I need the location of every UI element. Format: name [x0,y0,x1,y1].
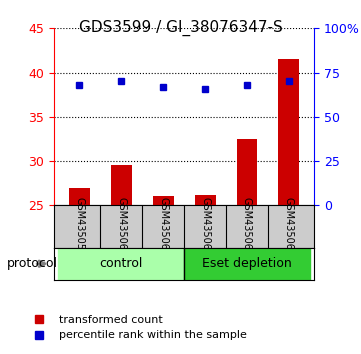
Bar [184,248,310,280]
Bar [111,166,132,205]
Text: GSM435063: GSM435063 [242,197,252,256]
Text: GDS3599 / GI_38076347-S: GDS3599 / GI_38076347-S [79,19,282,36]
Text: protocol: protocol [7,257,58,270]
Legend: transformed count, percentile rank within the sample: transformed count, percentile rank withi… [23,310,252,345]
Text: Eset depletion: Eset depletion [202,257,292,270]
Bar [278,59,299,205]
Text: GSM435061: GSM435061 [158,197,168,256]
Bar [153,196,174,205]
Bar [69,188,90,205]
Text: GSM435060: GSM435060 [116,197,126,256]
Bar [195,195,216,205]
Bar [58,248,184,280]
Text: GSM435059: GSM435059 [74,197,84,256]
Text: control: control [100,257,143,270]
Text: GSM435062: GSM435062 [200,197,210,256]
Bar [236,139,257,205]
Text: GSM435064: GSM435064 [284,197,294,256]
